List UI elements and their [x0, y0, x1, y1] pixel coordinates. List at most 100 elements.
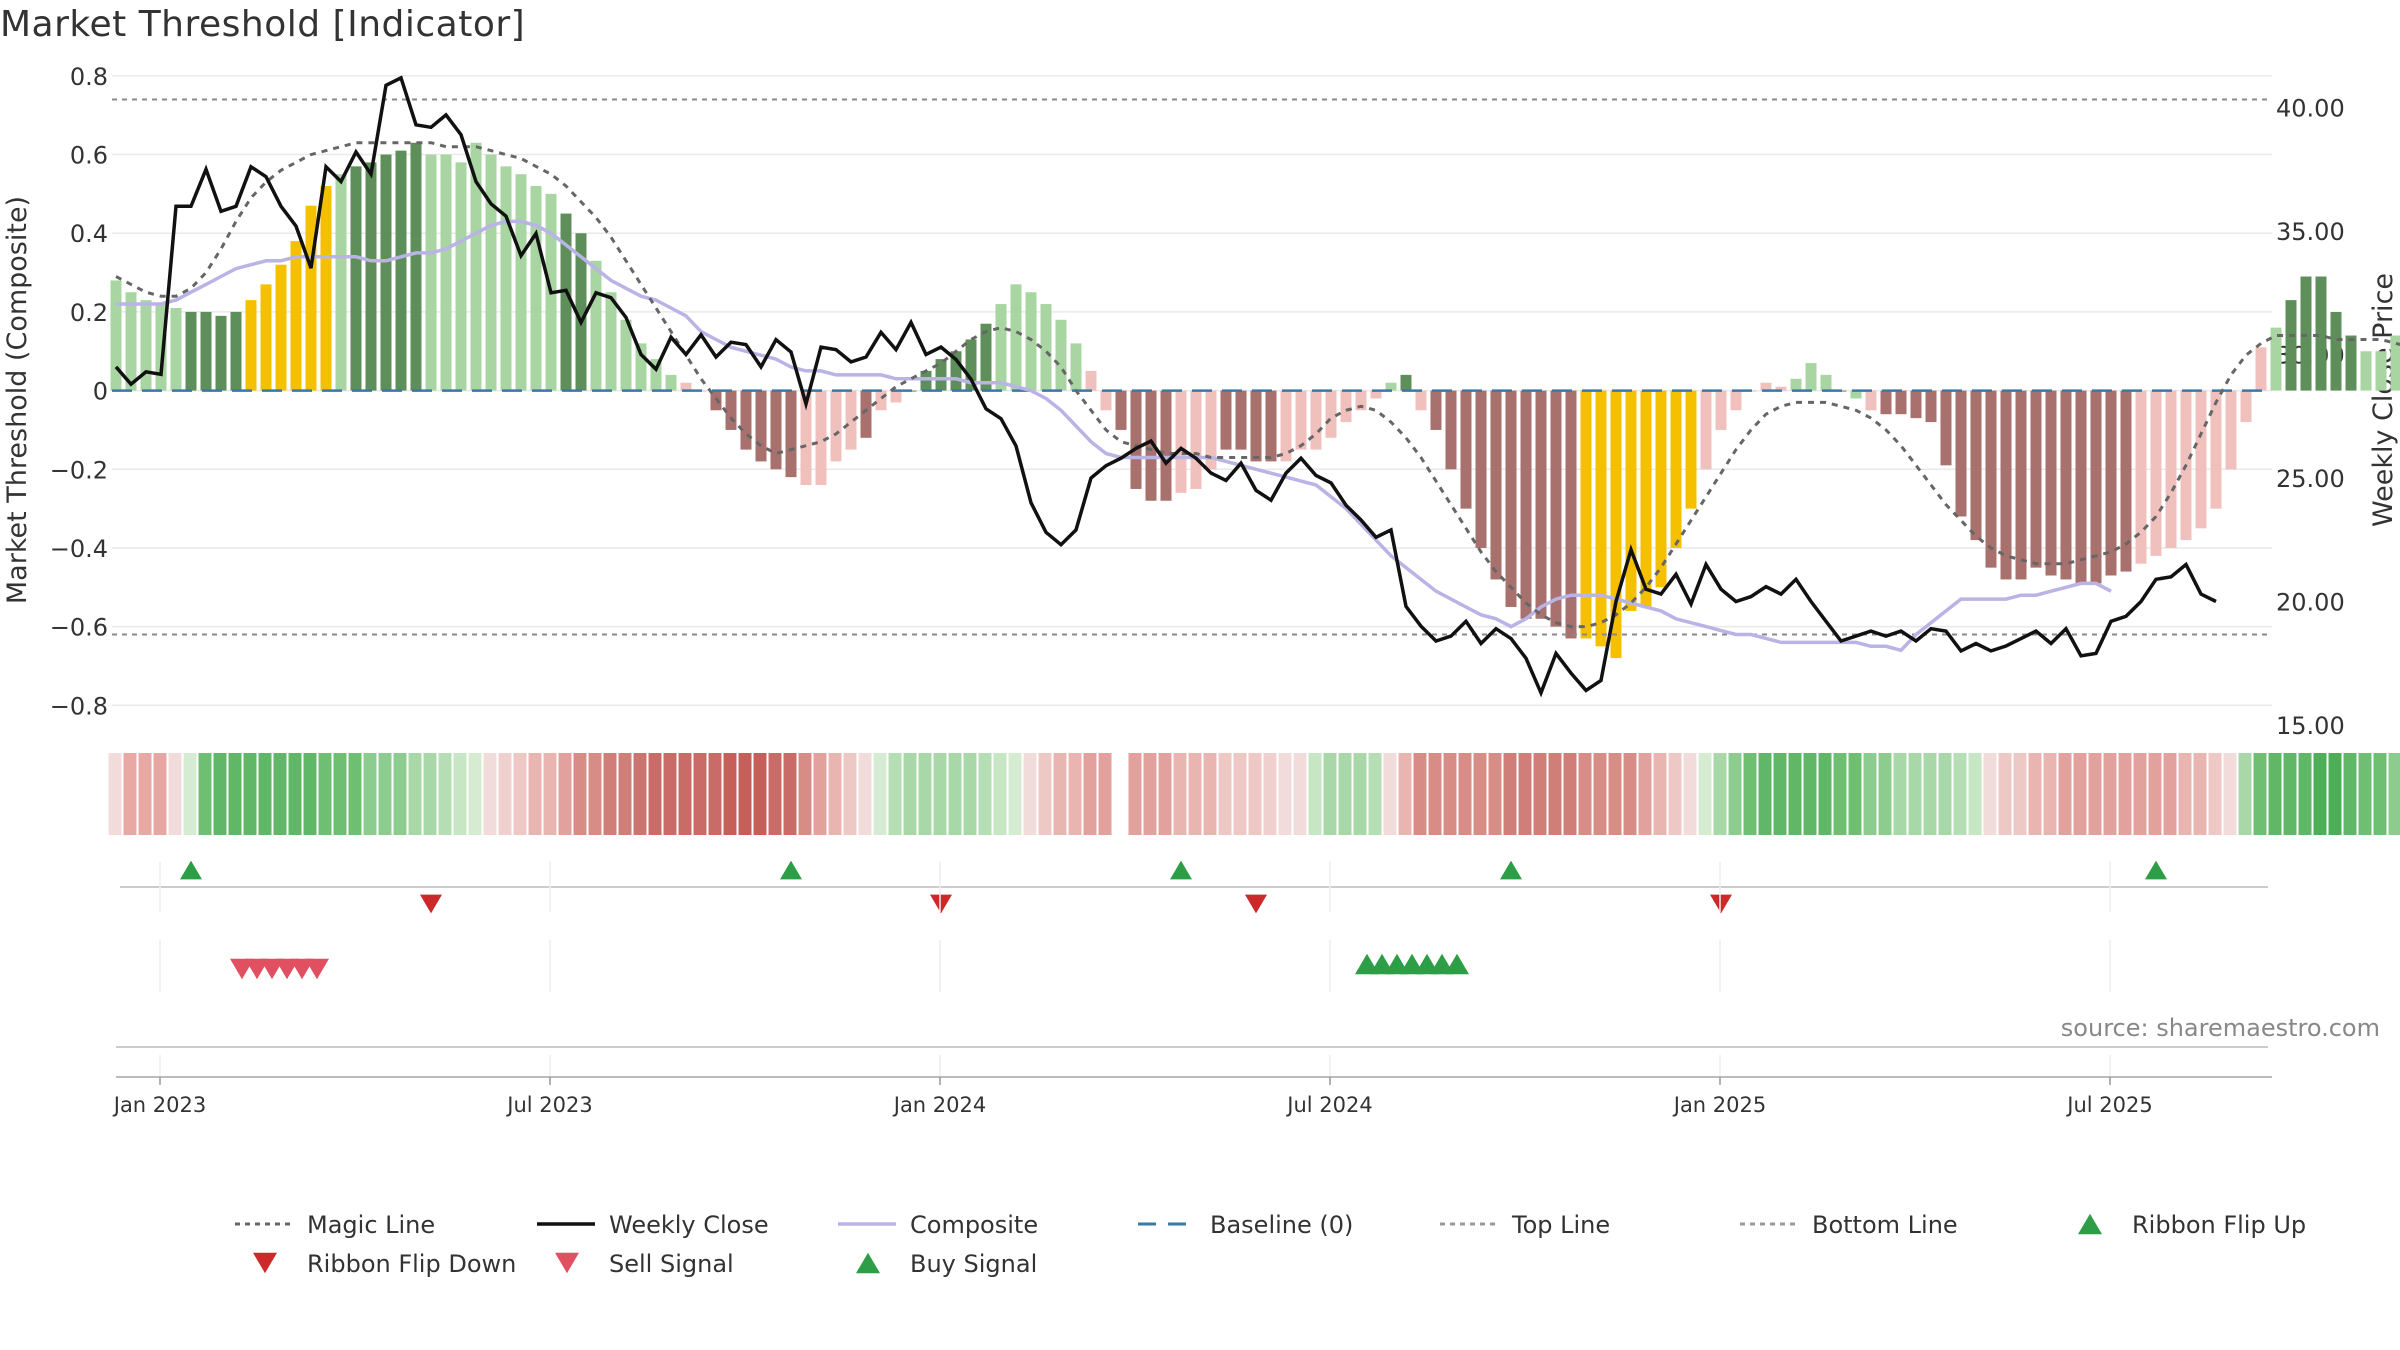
composite-bar: [785, 390, 797, 478]
composite-bar: [440, 154, 452, 391]
composite-bar: [2060, 390, 2072, 580]
ribbon-cell: [1848, 753, 1862, 835]
ribbon-cell: [1983, 753, 1997, 835]
composite-bar: [2150, 390, 2162, 556]
composite-bar: [2120, 390, 2132, 572]
ribbon-cell: [438, 753, 452, 835]
ribbon-cell: [1908, 753, 1922, 835]
ribbon-cell: [918, 753, 932, 835]
composite-bar: [2195, 390, 2207, 529]
composite-bar: [1880, 390, 1892, 415]
ribbon-cell: [2073, 753, 2087, 835]
composite-bar: [1190, 390, 1202, 489]
composite-bar: [1400, 374, 1412, 391]
ribbon-cell: [2133, 753, 2147, 835]
ribbon-cell: [1743, 753, 1757, 835]
composite-bar: [860, 390, 872, 438]
composite-bar: [1475, 390, 1487, 548]
ribbon-cell: [708, 753, 722, 835]
composite-bar: [1340, 390, 1352, 423]
ribbon-cell: [1998, 753, 2012, 835]
composite-bar: [350, 166, 362, 391]
composite-bar: [515, 174, 527, 391]
ribbon-cell: [1023, 753, 1037, 835]
legend-ribbon-flip-up-marker: [2078, 1213, 2102, 1235]
ribbon-cell: [1308, 753, 1322, 835]
ribbon-cell: [1668, 753, 1682, 835]
buy-signal-marker: [1415, 953, 1439, 975]
ribbon-cell: [1368, 753, 1382, 835]
composite-bar: [1685, 390, 1697, 509]
ribbon-cell: [858, 753, 872, 835]
ribbon-cell: [108, 753, 122, 835]
composite-bar: [605, 292, 617, 391]
composite-bar: [1850, 390, 1862, 399]
composite-bar: [1790, 378, 1802, 391]
ribbon-cell: [723, 753, 737, 835]
ribbon-cell: [1953, 753, 1967, 835]
composite-bar: [530, 186, 542, 391]
composite-bar: [2015, 390, 2027, 580]
x-tick-label: Jul 2024: [1285, 1093, 1372, 1117]
composite-bar: [1520, 390, 1532, 619]
composite-bar: [665, 374, 677, 391]
ribbon-cell: [1533, 753, 1547, 835]
ribbon-cell: [888, 753, 902, 835]
ribbon-flip-up-marker: [780, 860, 802, 880]
ribbon-cell: [483, 753, 497, 835]
composite-bar: [1205, 390, 1217, 470]
ribbon-cell: [498, 753, 512, 835]
composite-bar: [2300, 276, 2312, 391]
x-tick-label: Jan 2025: [1672, 1093, 1767, 1117]
buy-signal-marker: [1385, 953, 1409, 975]
composite-bar: [1295, 390, 1307, 450]
ribbon-cell: [1173, 753, 1187, 835]
composite-bar: [2345, 335, 2357, 391]
legend-ribbon-flip-down-marker: [253, 1252, 277, 1274]
composite-bar: [2045, 390, 2057, 576]
ribbon-cell: [648, 753, 662, 835]
composite-bar: [755, 390, 767, 462]
ribbon-flip-up-marker: [180, 860, 202, 880]
ribbon-cell: [1113, 753, 1127, 835]
ribbon-cell: [2298, 753, 2312, 835]
ribbon-cell: [2148, 753, 2162, 835]
y-tick-label: −0.2: [50, 456, 108, 484]
ribbon-cell: [543, 753, 557, 835]
ribbon-cell: [1338, 753, 1352, 835]
composite-bar: [2090, 390, 2102, 584]
legend-top-line-label: Top Line: [1511, 1211, 1610, 1239]
composite-bar: [410, 142, 422, 391]
ribbon-cell: [213, 753, 227, 835]
composite-bar: [2390, 335, 2400, 391]
composite-bar: [2285, 300, 2297, 391]
composite-bar: [1955, 390, 1967, 517]
ribbon-cell: [333, 753, 347, 835]
composite-bar: [800, 390, 812, 486]
composite-bar: [1820, 374, 1832, 391]
composite-bar: [1670, 390, 1682, 548]
ribbon-cell: [813, 753, 827, 835]
ribbon-flip-down-marker: [420, 894, 442, 914]
ribbon-cell: [1968, 753, 1982, 835]
composite-bar: [680, 382, 692, 391]
ribbon-cell: [738, 753, 752, 835]
composite-bar: [875, 390, 887, 411]
composite-bar: [485, 154, 497, 391]
ribbon-cell: [573, 753, 587, 835]
composite-bar: [500, 166, 512, 391]
ribbon-cell: [828, 753, 842, 835]
ribbon-cell: [873, 753, 887, 835]
composite-bar: [1610, 390, 1622, 659]
composite-bar: [1310, 390, 1322, 450]
ribbon-cell: [1698, 753, 1712, 835]
ribbon-cell: [1608, 753, 1622, 835]
ribbon-cell: [963, 753, 977, 835]
ribbon-cell: [528, 753, 542, 835]
composite-bar: [2210, 390, 2222, 509]
legend-baseline-0-label: Baseline (0): [1210, 1211, 1353, 1239]
composite-bar: [1655, 390, 1667, 588]
ribbon-cell: [1128, 753, 1142, 835]
composite-bar: [1595, 390, 1607, 647]
composite-bar: [590, 260, 602, 391]
